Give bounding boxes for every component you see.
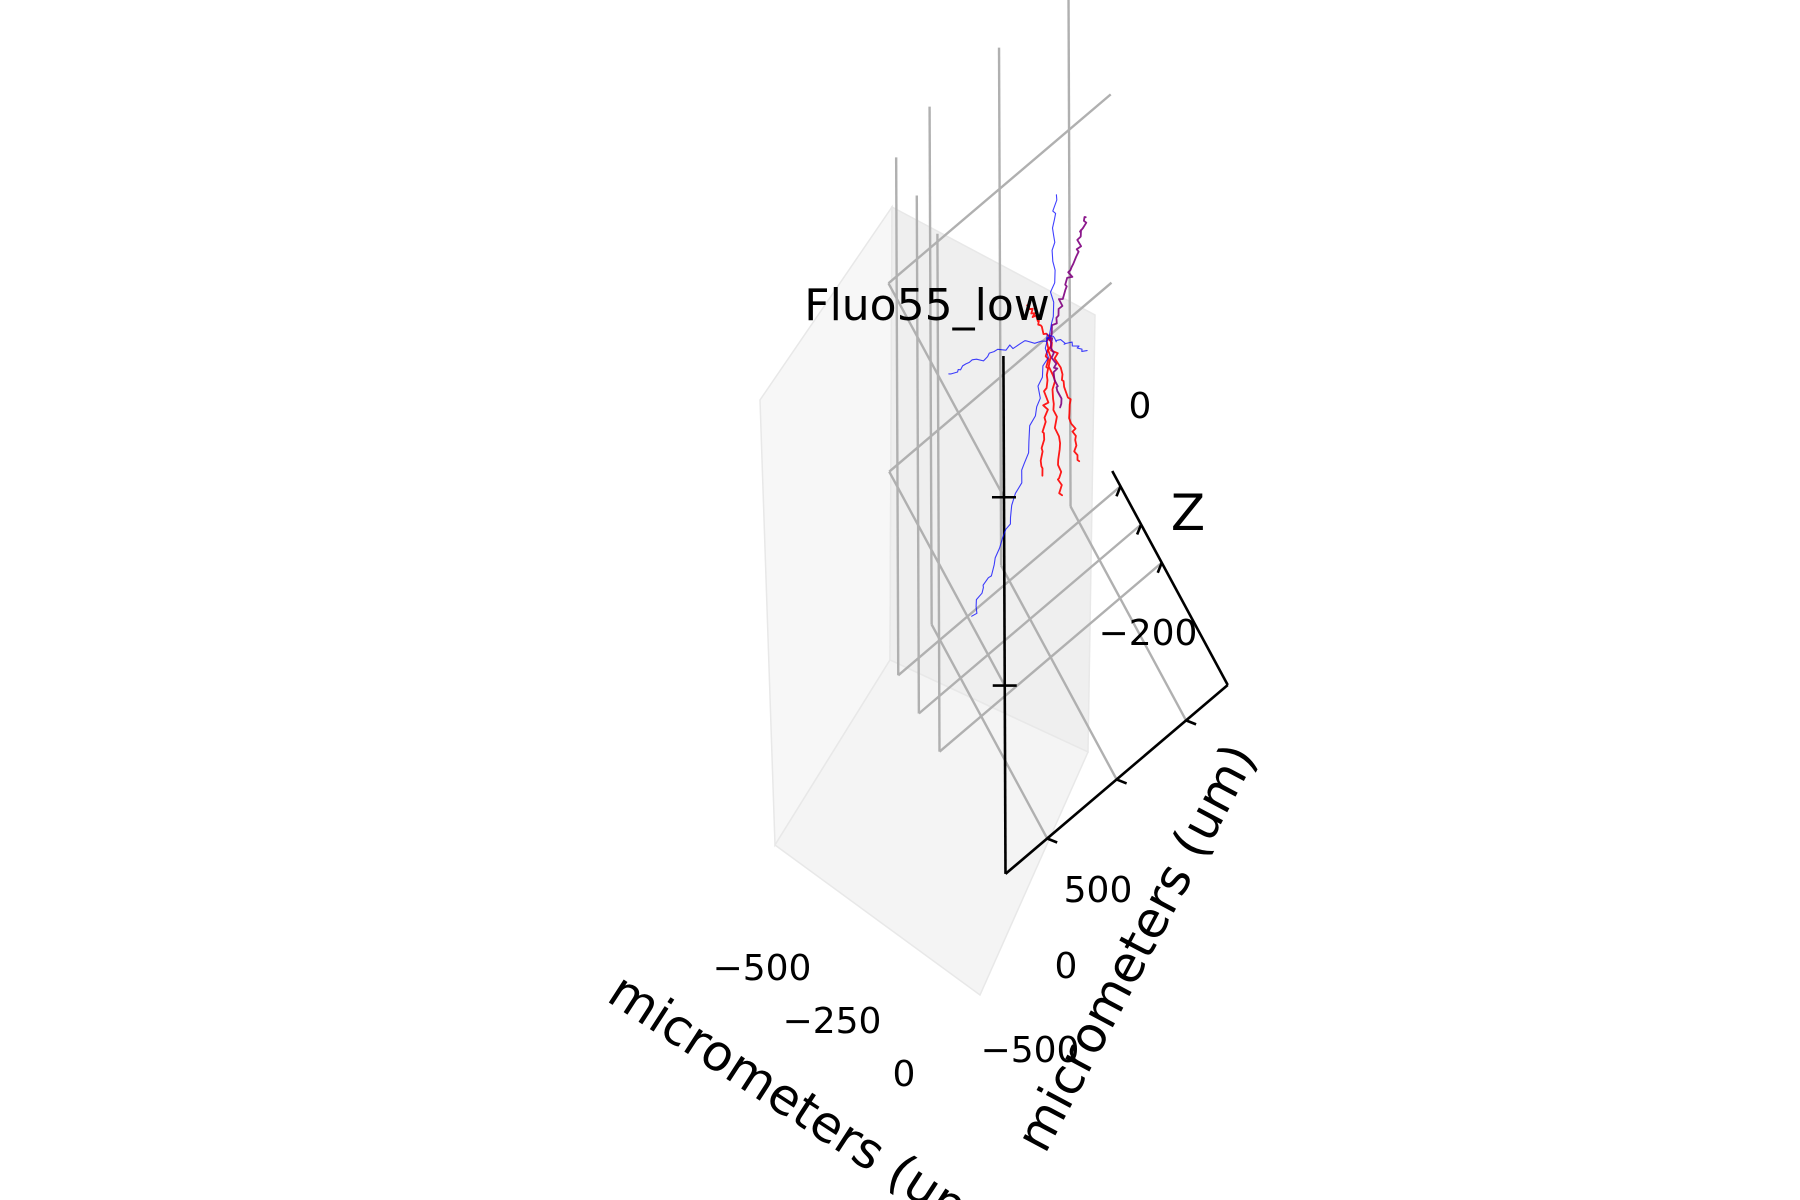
z-tick-label: −200 — [1099, 613, 1198, 654]
y-tick-label: 500 — [1064, 870, 1133, 911]
z-tick-label: 0 — [1129, 386, 1152, 427]
y-tick-mark — [1046, 837, 1058, 844]
neuron-traces — [948, 194, 1088, 617]
y-tick-label: 0 — [1055, 946, 1078, 987]
floor-gridline — [1000, 564, 1118, 781]
trace-series-2 — [1048, 338, 1081, 463]
trace-series-6 — [971, 336, 1049, 617]
trace-series-1 — [1047, 335, 1063, 497]
z-axis-line — [1002, 355, 1007, 874]
trace-series-5 — [1046, 337, 1063, 409]
y-tick-label: −500 — [981, 1030, 1080, 1071]
x-tick-mark — [1135, 524, 1143, 536]
back-gridline — [915, 195, 921, 714]
left-gridline — [888, 281, 1113, 473]
back-gridline — [888, 471, 1006, 687]
left-gridline — [887, 93, 1112, 285]
back-gridline — [887, 282, 1006, 498]
left-gridline — [928, 106, 933, 625]
y-tick-mark — [1116, 778, 1128, 785]
gridlines — [887, 0, 1188, 840]
trace-series-8 — [1048, 334, 1088, 352]
x-axis-line — [1111, 470, 1229, 686]
trace-series-0 — [1039, 336, 1051, 477]
x-tick-label: 0 — [893, 1054, 916, 1095]
x-tick-label: −250 — [783, 1001, 882, 1042]
chart-title: Fluo55_low — [804, 280, 1049, 331]
trace-series-3 — [1026, 304, 1052, 339]
axis-ticks — [991, 485, 1197, 844]
axes-panes — [759, 204, 1096, 997]
back-gridline — [936, 233, 941, 752]
trace-series-4 — [1048, 216, 1088, 341]
floor-pane — [773, 659, 1089, 997]
x-tick-mark — [1115, 485, 1122, 497]
floor-gridline — [1069, 505, 1188, 721]
back-gridline — [894, 157, 900, 676]
left-gridline — [997, 47, 1003, 566]
trace-series-7 — [948, 333, 1048, 375]
trace-series-9 — [1048, 194, 1058, 339]
x-axis-label: micrometers (um) — [598, 961, 1009, 1200]
z-axis-label: Z — [1171, 484, 1205, 542]
y-tick-mark — [1185, 719, 1197, 726]
x-tick-mark — [1156, 562, 1163, 574]
x-tick-label: −500 — [713, 948, 812, 989]
floor-gridline — [930, 623, 1049, 840]
